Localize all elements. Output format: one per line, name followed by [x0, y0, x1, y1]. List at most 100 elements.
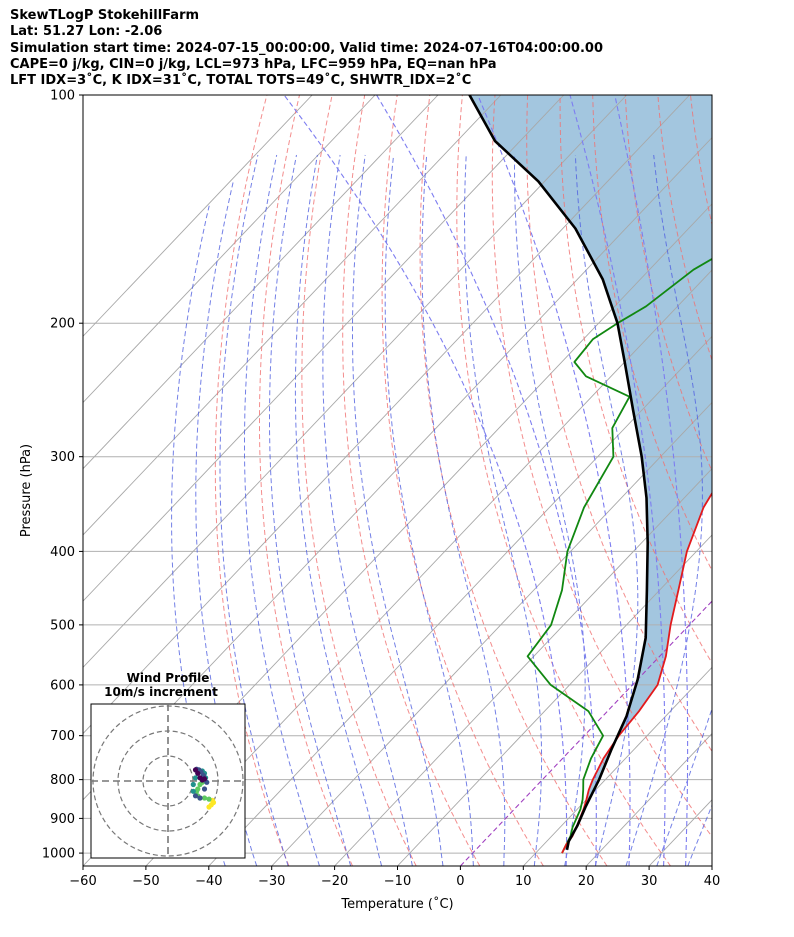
isotherm-line	[711, 865, 712, 866]
dewpoint-trace	[526, 257, 712, 854]
wind-barb	[711, 827, 712, 829]
moist-adiabat-line	[463, 154, 543, 866]
wind-barb	[711, 844, 712, 846]
isotherm-line	[585, 732, 712, 866]
dry-adiabat-line	[788, 95, 794, 866]
isotherm-line	[397, 534, 712, 866]
moist-adiabat-line	[574, 154, 639, 866]
wind-barb	[711, 778, 712, 780]
wind-barb	[711, 496, 712, 498]
mixing-ratio-line	[283, 95, 568, 866]
moist-adiabat-line	[384, 154, 474, 866]
y-tick-label: 100	[50, 89, 75, 104]
stability-params-line: CAPE=0 j/kg, CIN=0 j/kg, LCL=973 hPa, LF…	[10, 56, 497, 72]
hodograph-point	[201, 786, 208, 792]
isotherm-line	[83, 95, 313, 337]
dry-adiabat-line	[526, 95, 712, 753]
chart-title: SkewTLogP StokehillFarm	[10, 8, 200, 23]
dry-adiabat-line	[301, 95, 417, 866]
hodograph-point	[190, 781, 196, 788]
y-tick-label: 1000	[42, 847, 75, 862]
wind-barb	[712, 155, 752, 169]
dry-adiabat-line	[723, 95, 794, 866]
wind-barb	[711, 388, 712, 390]
y-axis-label: Pressure (hPa)	[19, 444, 34, 537]
isotherm-line	[83, 95, 565, 602]
dry-adiabat-line	[756, 95, 794, 866]
x-tick-label: 20	[578, 874, 595, 889]
isotherm-line	[271, 401, 712, 866]
hodograph-point	[201, 776, 208, 782]
wind-barb	[711, 624, 712, 625]
wind-barb	[711, 438, 712, 440]
hodograph-point	[195, 770, 201, 776]
wind-barb	[711, 710, 712, 712]
x-tick-label: 10	[515, 874, 532, 889]
y-tick-label: 800	[50, 773, 75, 788]
location-line: Lat: 51.27 Lon: -2.06	[10, 24, 163, 40]
moist-adiabat-line	[719, 155, 794, 866]
hodograph-point	[192, 793, 199, 799]
dry-adiabat-line	[624, 95, 712, 473]
wind-barb	[711, 589, 712, 591]
y-tick-label: 200	[50, 317, 75, 332]
isotherm-line	[83, 95, 690, 735]
moist-adiabat-line	[244, 154, 320, 866]
hodograph-point	[206, 796, 212, 802]
wind-barb	[712, 804, 752, 818]
dry-adiabat-line	[592, 95, 712, 572]
wind-barb	[711, 466, 712, 468]
wind-barb	[711, 550, 712, 552]
x-axis-label: Temperature (˚C)	[340, 896, 453, 912]
hodograph-point	[192, 775, 199, 781]
y-tick-label: 500	[50, 618, 75, 633]
wind-barb	[711, 684, 712, 685]
y-tick-label: 900	[50, 812, 75, 827]
x-tick-label: −50	[132, 874, 159, 889]
isotherm-line	[83, 95, 628, 669]
moist-adiabat-line	[352, 154, 444, 866]
chart-header: SkewTLogP StokehillFarm Lat: 51.27 Lon: …	[10, 8, 790, 89]
mixing-ratio-line	[376, 95, 597, 866]
moist-adiabat-line	[269, 154, 352, 866]
wind-barb	[711, 414, 712, 416]
isotherm-line	[145, 269, 712, 866]
y-tick-label: 600	[50, 678, 75, 693]
moist-adiabat-line	[421, 154, 506, 866]
isotherm-line	[83, 95, 502, 536]
hodograph-point	[190, 788, 196, 794]
wind-barb	[711, 361, 712, 362]
moist-adiabat-line	[513, 154, 586, 866]
negative-area-shading	[469, 95, 712, 850]
isotherm-line	[208, 335, 712, 866]
x-tick-label: 30	[641, 874, 658, 889]
wind-barb	[711, 757, 712, 759]
wind-barb	[711, 798, 712, 800]
moist-adiabat-line	[656, 707, 712, 866]
wind-barb	[711, 132, 712, 134]
moist-adiabat-line	[219, 154, 289, 866]
temperature-trace	[561, 491, 712, 854]
y-tick-label: 400	[50, 545, 75, 560]
mixing-ratio-line	[477, 95, 631, 866]
isotherm-line	[83, 95, 439, 470]
moist-adiabat-line	[294, 154, 383, 866]
hodograph-title: Wind Profile	[127, 671, 210, 685]
wind-barb	[712, 236, 752, 250]
wind-barb	[711, 287, 712, 289]
x-tick-label: −10	[384, 874, 411, 889]
wind-barb	[711, 853, 712, 854]
wind-barb	[711, 836, 712, 837]
moist-adiabat-line	[322, 154, 413, 866]
isotherm-line	[334, 468, 712, 866]
y-tick-label: 300	[50, 450, 75, 465]
hodograph-point	[195, 786, 201, 792]
y-tick-label: 700	[50, 729, 75, 744]
x-tick-label: −60	[69, 874, 96, 889]
hodograph-point	[201, 795, 208, 801]
indices-line: LFT IDX=3˚C, K IDX=31˚C, TOTAL TOTS=49˚C…	[10, 73, 472, 89]
zero-isotherm-line	[460, 600, 712, 866]
wind-barb	[712, 192, 752, 206]
x-tick-label: −40	[195, 874, 222, 889]
